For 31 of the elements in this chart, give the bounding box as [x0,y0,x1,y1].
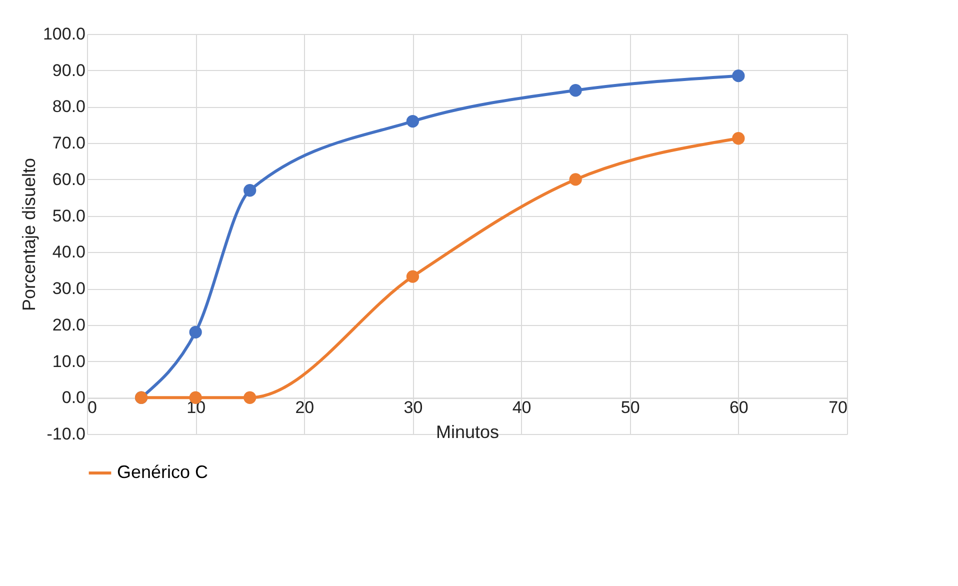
y-tick-label: 80.0 [52,97,86,116]
y-tick-label: 70.0 [52,134,86,153]
y-tick-label: 40.0 [52,242,86,262]
point [732,132,745,145]
point [406,114,420,128]
y-axis-title: Porcentaje disuelto [18,158,39,312]
point [189,326,202,338]
x-tick-label: 20 [295,398,314,418]
point [406,270,420,283]
y-tick-label: 60.0 [52,170,86,189]
x-tick-label: 60 [729,398,748,418]
point [244,184,256,197]
x-tick-label: 40 [512,398,532,418]
y-tick-label: -10.0 [46,424,86,444]
y-tick-label: 20.0 [52,315,86,334]
x-tick-label: 0 [88,398,97,418]
y-tick-label: 100.0 [42,24,86,44]
legend-label: Genérico C [117,462,208,482]
x-axis-title: Minutos [436,422,500,442]
point [569,84,582,97]
y-tick-label: 30.0 [52,279,86,298]
y-tick-label: 50.0 [52,206,86,226]
x-tick-label: 50 [620,398,640,418]
point [244,391,256,404]
point [569,173,582,186]
y-tick-label: 10.0 [52,352,86,371]
y-tick-label: 90.0 [52,60,86,80]
x-tick-label: 30 [404,398,423,418]
point [732,70,745,82]
x-tick-label: 70 [828,398,848,418]
y-tick-label: 0.0 [62,388,86,408]
